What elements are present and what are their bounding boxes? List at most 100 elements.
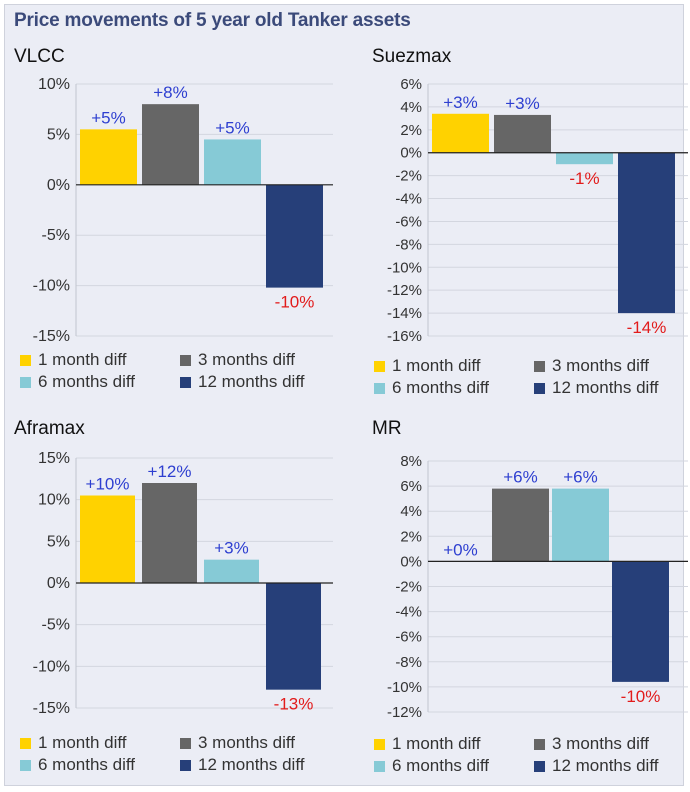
suezmax-data-label: +3%	[443, 93, 478, 112]
vlcc-ytick-label: 5%	[47, 126, 70, 143]
legend-label: 1 month diff	[392, 356, 481, 375]
legend-swatch-6-months	[374, 760, 385, 772]
mr-ytick-label: -8%	[395, 654, 422, 671]
mr-ytick-label: -6%	[395, 629, 422, 646]
legend-swatch-6-months	[20, 759, 31, 771]
legend-label: 1 month diff	[38, 733, 127, 752]
legend-swatch-3-months	[534, 360, 545, 372]
vlcc-legend-item-12-months: 12 months diff	[180, 372, 304, 392]
aframax-bar-3-months-diff	[142, 483, 197, 583]
legend-label: 3 months diff	[198, 733, 296, 752]
mr-ytick-label: 0%	[400, 553, 422, 570]
aframax-legend-item-1-month: 1 month diff	[20, 733, 127, 753]
vlcc-ytick-label: 0%	[47, 177, 70, 194]
suezmax-ytick-label: 0%	[400, 145, 422, 162]
mr-ytick-label: -12%	[387, 704, 422, 721]
mr-chart-title: MR	[372, 418, 402, 439]
mr-data-label: -10%	[621, 687, 661, 706]
aframax-legend-item-12-months: 12 months diff	[180, 755, 304, 775]
main-title: Price movements of 5 year old Tanker ass…	[14, 10, 411, 31]
legend-swatch-12-months	[180, 376, 191, 388]
aframax-ytick-label: 15%	[38, 450, 70, 467]
legend-label: 6 months diff	[38, 372, 136, 391]
vlcc-ytick-label: 10%	[38, 76, 70, 93]
aframax-data-label: -13%	[274, 695, 314, 714]
mr-ytick-label: 6%	[400, 478, 422, 495]
aframax-ytick-label: -15%	[33, 700, 70, 717]
aframax-data-label: +12%	[148, 462, 192, 481]
suezmax-chart-title: Suezmax	[372, 46, 452, 67]
legend-swatch-1-month	[374, 738, 385, 750]
mr-ytick-label: -4%	[395, 604, 422, 621]
vlcc-data-label: +8%	[153, 83, 188, 102]
aframax-chart-title: Aframax	[14, 418, 85, 439]
aframax-data-label: +3%	[214, 539, 249, 558]
vlcc-data-label: -10%	[275, 293, 315, 312]
mr-legend-item-1-month: 1 month diff	[374, 734, 481, 754]
vlcc-ytick-label: -10%	[33, 278, 70, 295]
suezmax-legend-item-12-months: 12 months diff	[534, 378, 658, 398]
suezmax-bar-12-months-diff	[618, 152, 675, 314]
mr-data-label: +0%	[443, 540, 478, 559]
suezmax-ytick-label: -12%	[387, 282, 422, 299]
vlcc-data-label: +5%	[215, 118, 250, 137]
legend-swatch-12-months	[534, 382, 545, 394]
vlcc-legend-item-6-months: 6 months diff	[20, 372, 135, 392]
mr-ytick-label: -2%	[395, 579, 422, 596]
mr-ytick-label: -10%	[387, 679, 422, 696]
aframax-legend-item-3-months: 3 months diff	[180, 733, 295, 753]
legend-swatch-1-month	[374, 360, 385, 372]
legend-label: 3 months diff	[198, 350, 296, 369]
mr-ytick-label: 4%	[400, 503, 422, 520]
legend-label: 12 months diff	[552, 378, 659, 397]
aframax-ytick-label: -10%	[33, 658, 70, 675]
legend-label: 12 months diff	[198, 755, 305, 774]
vlcc-ytick-label: -5%	[42, 227, 70, 244]
vlcc-data-label: +5%	[91, 108, 126, 127]
mr-bar-3-months-diff	[492, 488, 549, 562]
suezmax-legend-item-3-months: 3 months diff	[534, 356, 649, 376]
legend-swatch-12-months	[180, 759, 191, 771]
legend-label: 1 month diff	[38, 350, 127, 369]
legend-label: 12 months diff	[552, 756, 659, 775]
legend-swatch-1-month	[20, 354, 31, 366]
vlcc-legend-item-1-month: 1 month diff	[20, 350, 127, 370]
legend-label: 6 months diff	[392, 378, 490, 397]
legend-label: 12 months diff	[198, 372, 305, 391]
suezmax-bar-3-months-diff	[494, 114, 551, 153]
suezmax-ytick-label: 6%	[400, 76, 422, 93]
mr-legend-item-12-months: 12 months diff	[534, 756, 658, 776]
aframax-ytick-label: 10%	[38, 492, 70, 509]
aframax-bar-12-months-diff	[266, 583, 321, 690]
mr-bar-12-months-diff	[612, 561, 669, 682]
vlcc-bar-3-months-diff	[142, 104, 199, 185]
suezmax-legend-item-1-month: 1 month diff	[374, 356, 481, 376]
aframax-bar-1-month-diff	[80, 495, 135, 583]
suezmax-ytick-label: -6%	[395, 213, 422, 230]
suezmax-bar-1-month-diff	[432, 113, 489, 153]
aframax-ytick-label: -5%	[42, 617, 70, 634]
legend-swatch-3-months	[180, 737, 191, 749]
suezmax-ytick-label: -4%	[395, 191, 422, 208]
vlcc-bar-12-months-diff	[266, 184, 323, 288]
suezmax-data-label: -1%	[569, 169, 599, 188]
suezmax-ytick-label: 2%	[400, 122, 422, 139]
legend-swatch-12-months	[534, 760, 545, 772]
aframax-ytick-label: 5%	[47, 533, 70, 550]
vlcc-bar-6-months-diff	[204, 139, 261, 185]
vlcc-bar-1-month-diff	[80, 129, 137, 185]
aframax-ytick-label: 0%	[47, 575, 70, 592]
mr-legend-item-3-months: 3 months diff	[534, 734, 649, 754]
suezmax-legend-item-6-months: 6 months diff	[374, 378, 489, 398]
legend-label: 3 months diff	[552, 734, 650, 753]
legend-swatch-1-month	[20, 737, 31, 749]
suezmax-ytick-label: 4%	[400, 99, 422, 116]
mr-bar-6-months-diff	[552, 488, 609, 562]
legend-swatch-6-months	[20, 376, 31, 388]
vlcc-legend-item-3-months: 3 months diff	[180, 350, 295, 370]
aframax-data-label: +10%	[86, 475, 130, 494]
suezmax-data-label: -14%	[627, 318, 667, 337]
legend-swatch-3-months	[180, 354, 191, 366]
